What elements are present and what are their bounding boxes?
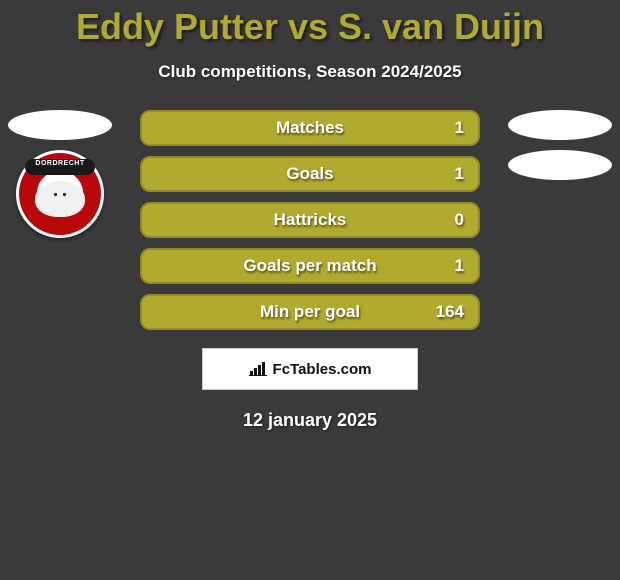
attribution-box: FcTables.com (202, 348, 418, 390)
bar-chart-icon (249, 362, 267, 376)
stat-bar: Matches 1 (140, 110, 480, 146)
stat-label: Hattricks (274, 210, 347, 230)
stat-label: Goals (286, 164, 333, 184)
stat-value: 0 (455, 210, 464, 230)
stat-bar: Min per goal 164 (140, 294, 480, 330)
comparison-title: Eddy Putter vs S. van Duijn (0, 0, 620, 48)
stat-value: 164 (436, 302, 464, 322)
stat-label: Min per goal (260, 302, 360, 322)
snapshot-date: 12 january 2025 (0, 410, 620, 431)
stats-area: DORDRECHT Matches 1 Goals 1 Hattricks 0 … (0, 110, 620, 330)
player-left-club-name: DORDRECHT (35, 160, 84, 167)
stat-label: Matches (276, 118, 344, 138)
stat-bar: Goals 1 (140, 156, 480, 192)
stat-value: 1 (455, 164, 464, 184)
player-left-slot: DORDRECHT (8, 110, 112, 238)
stat-label: Goals per match (243, 256, 376, 276)
player-right-avatar-placeholder (508, 110, 612, 140)
stat-value: 1 (455, 256, 464, 276)
stat-bar: Goals per match 1 (140, 248, 480, 284)
player-left-avatar-placeholder (8, 110, 112, 140)
attribution-text: FcTables.com (273, 361, 372, 378)
club-badge-mascot-icon (35, 177, 85, 221)
stat-bars: Matches 1 Goals 1 Hattricks 0 Goals per … (140, 110, 480, 330)
comparison-subtitle: Club competitions, Season 2024/2025 (0, 62, 620, 82)
player-right-club-placeholder (508, 150, 612, 180)
stat-bar: Hattricks 0 (140, 202, 480, 238)
player-right-slot (508, 110, 612, 180)
player-left-club-badge: DORDRECHT (16, 150, 104, 238)
stat-value: 1 (455, 118, 464, 138)
